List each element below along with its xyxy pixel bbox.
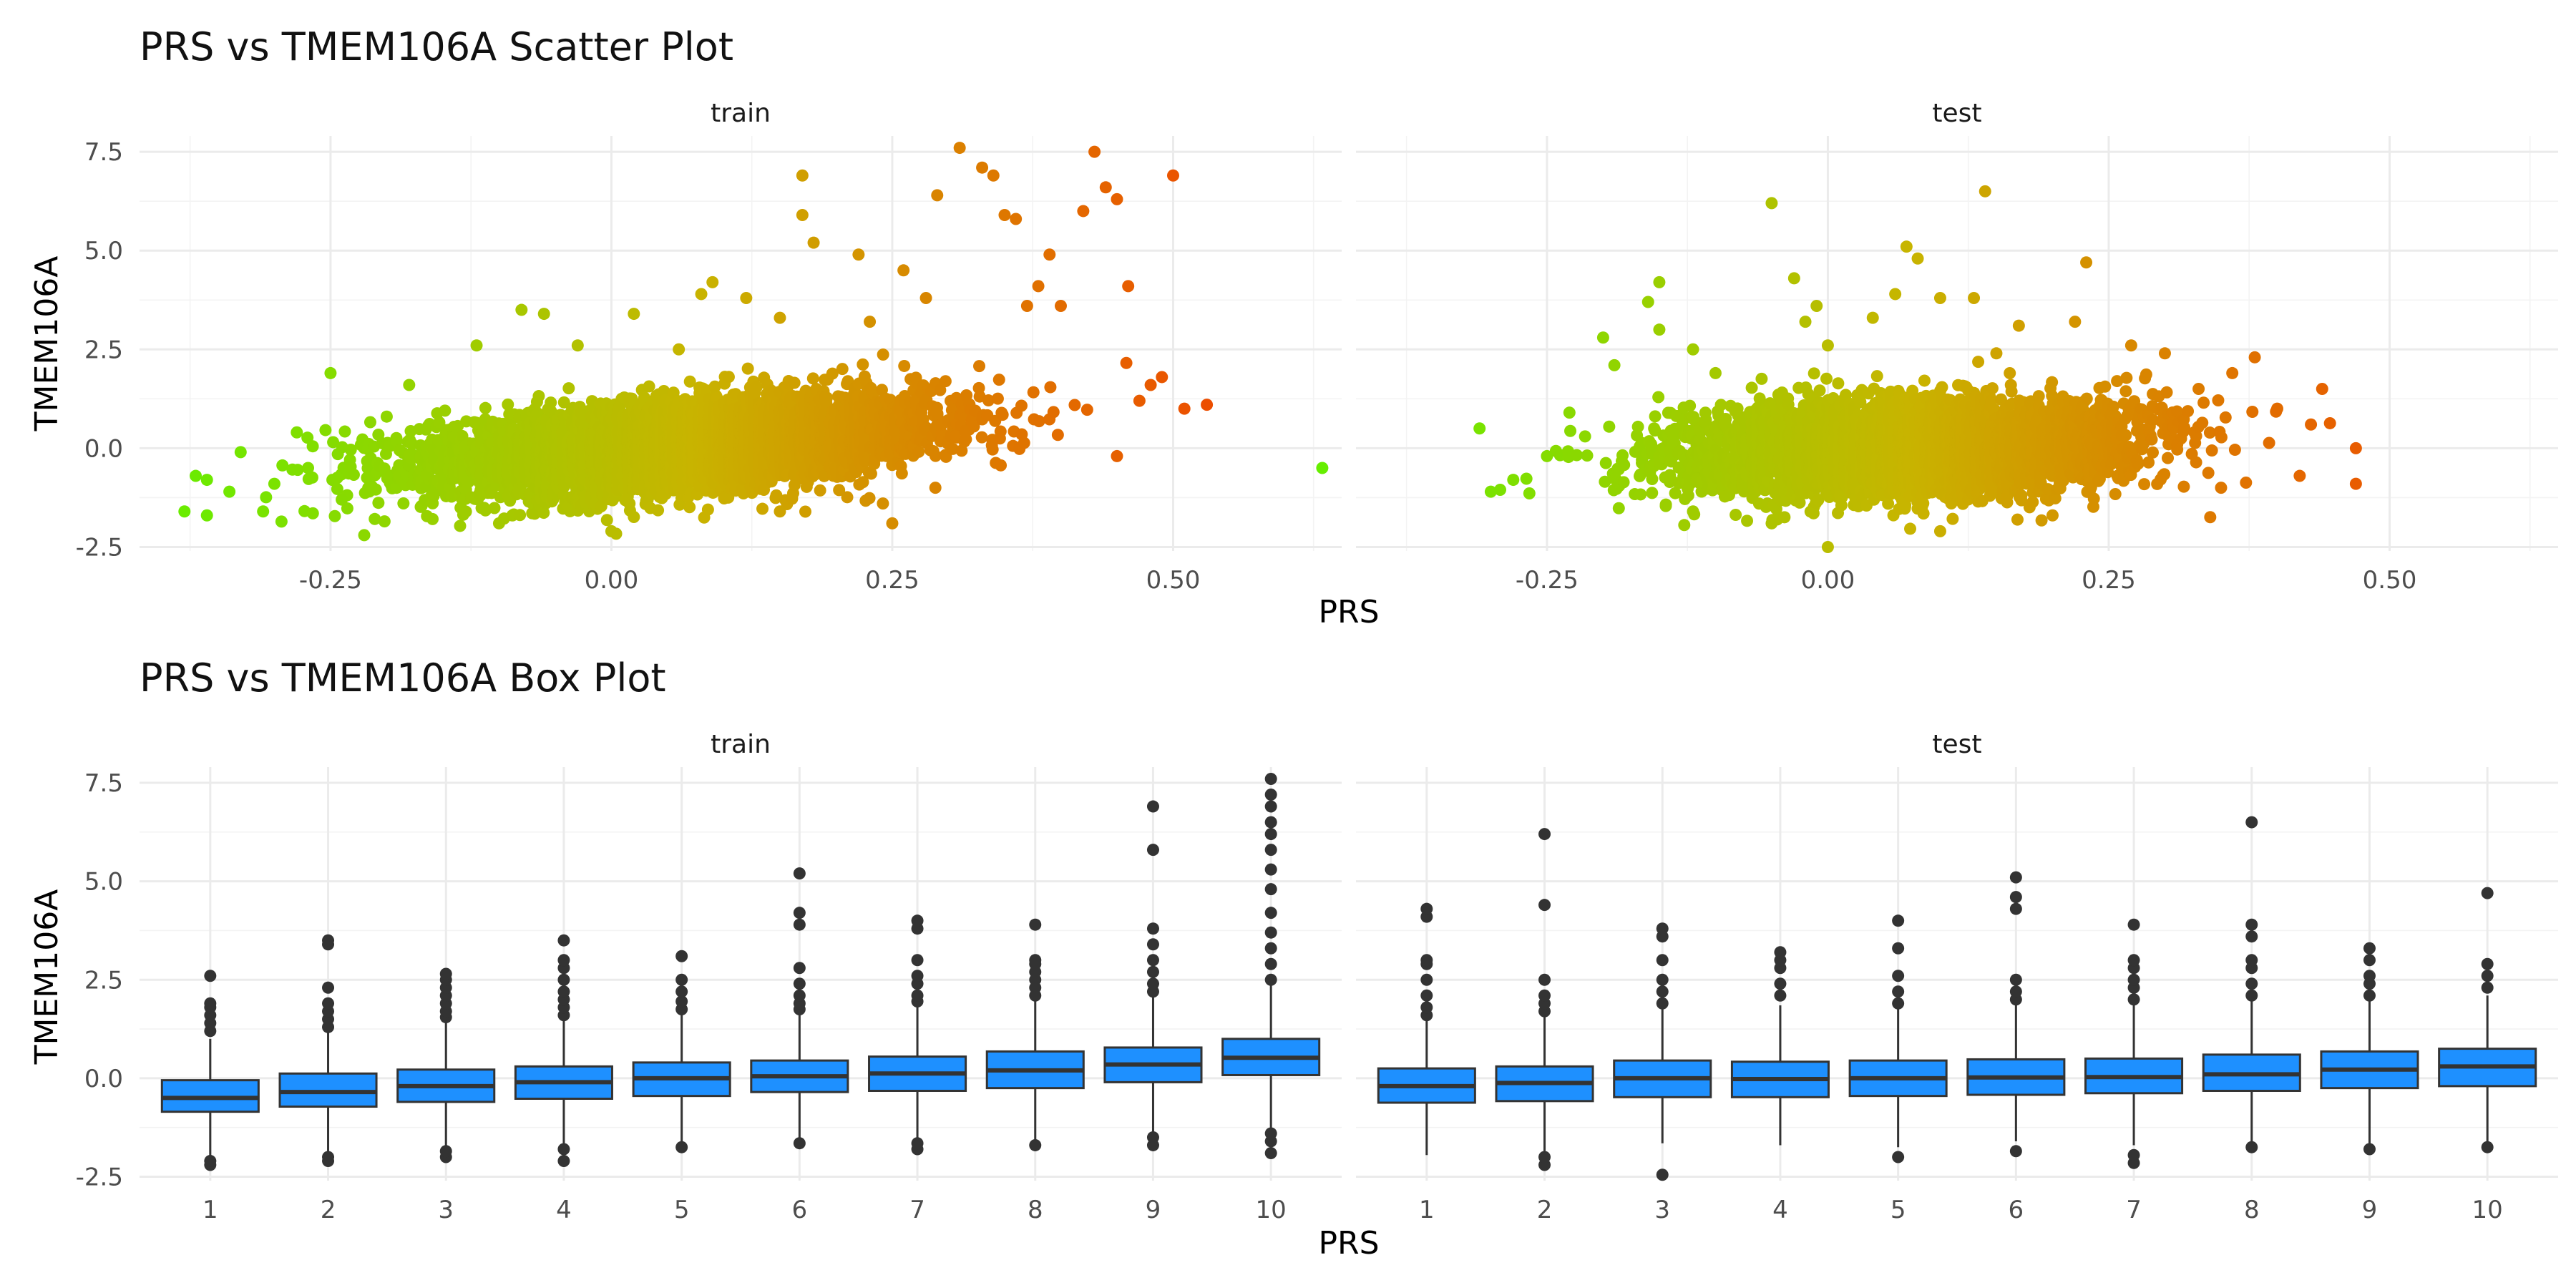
scatter-point — [628, 511, 640, 524]
scatter-point — [328, 509, 341, 522]
scatter-point — [344, 443, 357, 456]
scatter-point — [514, 509, 527, 522]
scatter-point — [814, 484, 826, 497]
scatter-strip-test: test — [1932, 99, 1981, 128]
y-tick-label: 2.5 — [84, 336, 123, 364]
scatter-point — [338, 425, 351, 438]
scatter-point — [863, 492, 876, 504]
scatter-point — [276, 459, 289, 472]
scatter-point — [701, 503, 714, 516]
scatter-point — [319, 424, 332, 436]
y-tick-label: 0.0 — [84, 434, 123, 463]
scatter-point — [532, 390, 545, 403]
scatter-point — [426, 512, 439, 525]
scatter-point — [306, 471, 318, 484]
scatter-panel-train: -0.25 0.00 0.25 0.50 -2.5 0.0 2.5 5.0 7.5 — [76, 136, 1342, 595]
x-tick-label: 0.25 — [865, 566, 919, 595]
scatter-point — [877, 348, 889, 361]
scatter-point — [327, 436, 340, 449]
scatter-point — [369, 512, 381, 525]
scatter-point — [488, 502, 501, 514]
scatter-point — [821, 391, 834, 404]
scatter-point — [652, 504, 665, 517]
scatter-point — [756, 502, 769, 515]
scatter-point — [462, 475, 475, 488]
scatter-point — [600, 514, 613, 527]
scatter-point — [806, 372, 819, 385]
scatter-point — [836, 363, 849, 376]
scatter-point — [454, 519, 467, 532]
scatter-point — [331, 482, 343, 495]
scatter-point — [260, 491, 273, 504]
scatter-point — [841, 491, 854, 504]
scatter-point — [341, 502, 353, 514]
scatter-point — [372, 497, 385, 509]
scatter-point — [799, 505, 811, 518]
x-tick-label: 0.50 — [1146, 566, 1201, 595]
scatter-point — [502, 398, 514, 411]
scatter-point — [683, 501, 696, 514]
scatter-point — [369, 483, 382, 496]
scatter-point — [741, 362, 754, 375]
y-tick-label: 7.5 — [84, 138, 123, 167]
scatter-point — [722, 371, 735, 384]
scatter-point — [306, 440, 319, 453]
scatter-point — [857, 358, 869, 371]
scatter-point — [378, 515, 391, 528]
scatter-point — [788, 376, 801, 389]
y-tick-label: -2.5 — [76, 533, 123, 562]
scatter-point — [291, 464, 304, 477]
scatter-point — [275, 515, 288, 528]
scatter-point — [347, 468, 360, 481]
scatter-point — [877, 497, 889, 510]
scatter-strip-train: train — [711, 99, 771, 128]
y-tick-label: 5.0 — [84, 237, 123, 265]
scatter-point — [397, 497, 410, 510]
scatter-plot-title: PRS vs TMEM106A Scatter Plot — [140, 24, 733, 69]
scatter-point — [439, 404, 452, 417]
scatter-point — [459, 505, 472, 518]
scatter-point — [479, 401, 492, 414]
scatter-point — [364, 416, 376, 429]
scatter-point — [306, 507, 319, 519]
x-tick-label: 0.00 — [585, 566, 639, 595]
scatter-point — [537, 507, 550, 519]
x-tick-label: -0.25 — [299, 566, 362, 595]
scatter-point — [562, 382, 575, 395]
